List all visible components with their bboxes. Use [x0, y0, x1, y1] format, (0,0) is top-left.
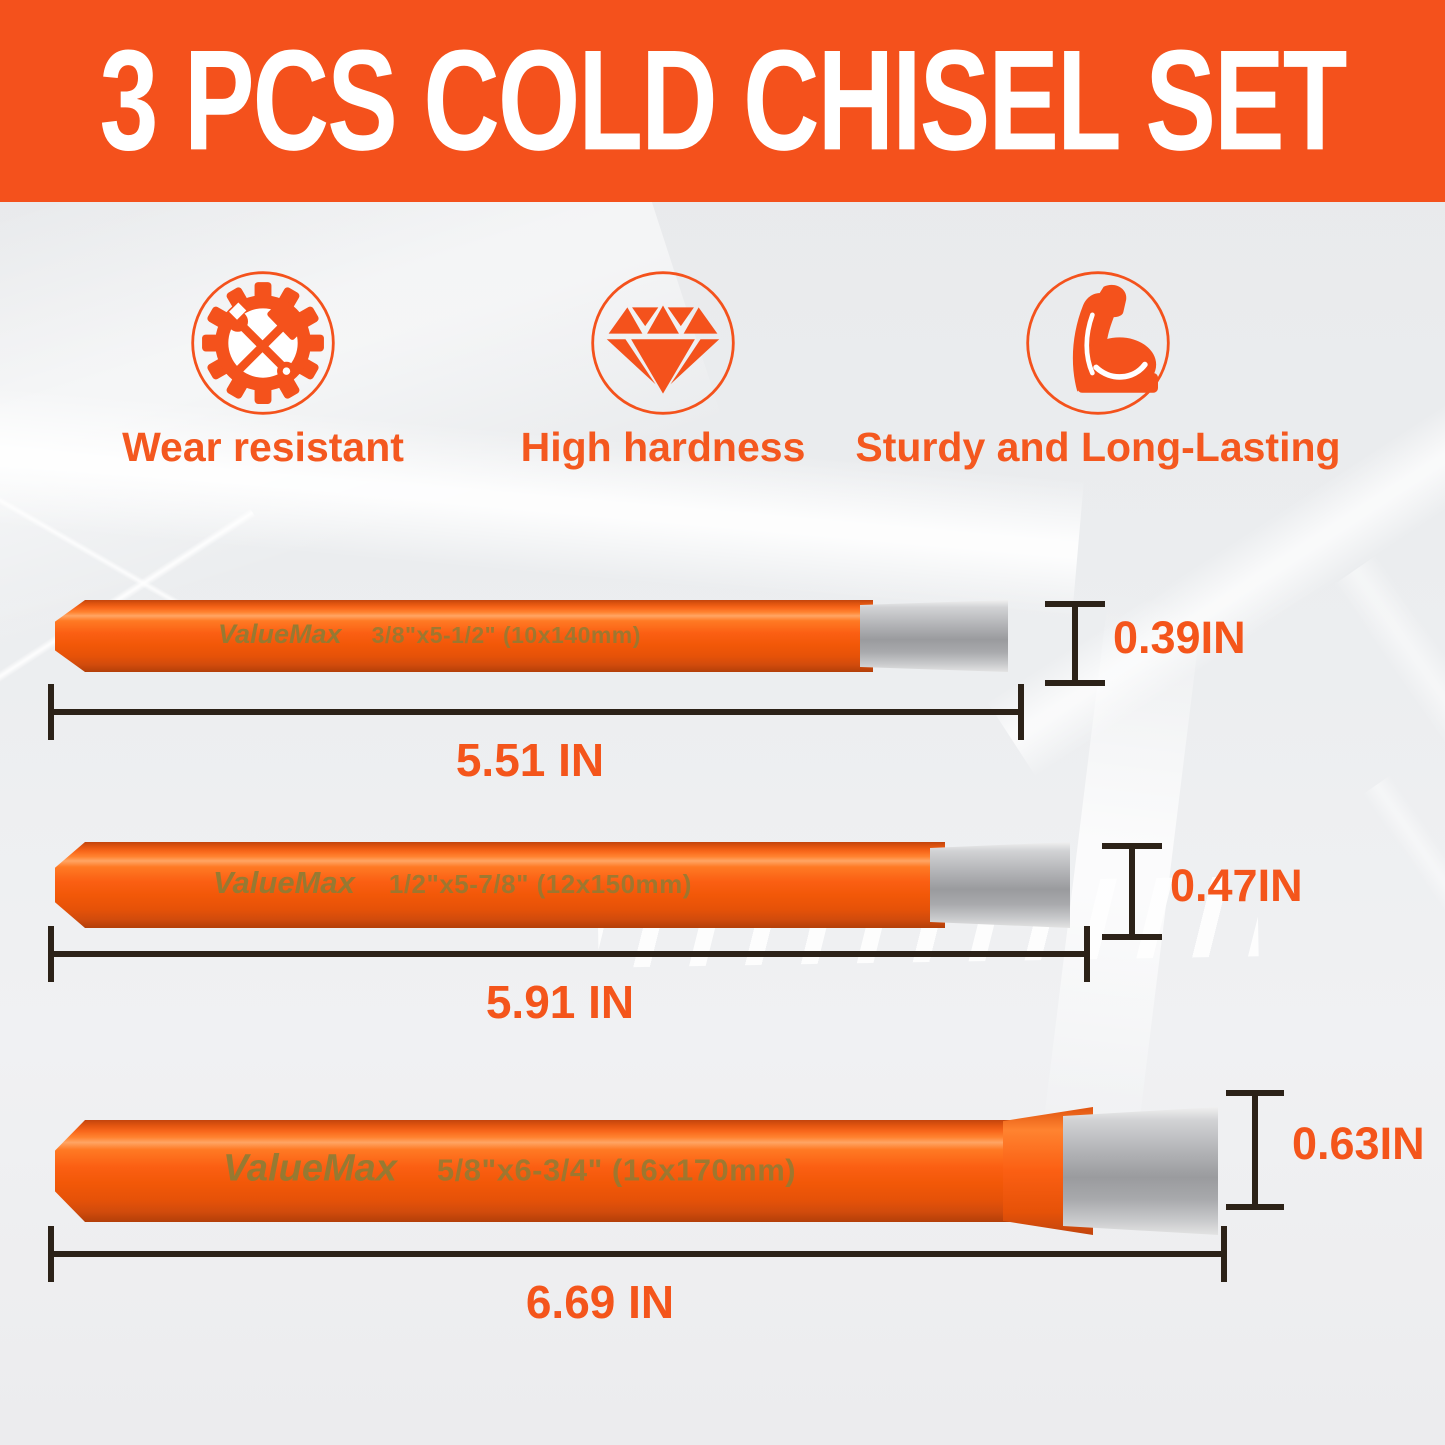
- width-marker: [1102, 843, 1162, 940]
- feature-label-sturdy: Sturdy and Long-Lasting: [855, 424, 1341, 470]
- feature-label-high-hardness: High hardness: [520, 424, 806, 470]
- chisel-medium: ValueMax 1/2"x5-7/8" (12x150mm): [55, 842, 1070, 928]
- bg-streak: [1362, 775, 1445, 1319]
- length-value: 5.91 IN: [485, 976, 635, 1028]
- width-marker: [1226, 1090, 1284, 1210]
- chisel-large: ValueMax 5/8"x6-3/4" (16x170mm): [55, 1107, 1218, 1235]
- length-dimension-line: [48, 926, 1090, 982]
- muscle-arm-icon: [1026, 271, 1170, 415]
- chisel-shank: [55, 1120, 1075, 1222]
- brand-name: ValueMax: [213, 865, 355, 901]
- chisel-shank: [55, 842, 945, 928]
- chisel-steel-tip: [930, 842, 1070, 928]
- header-banner: 3 PCS COLD CHISEL SET: [0, 0, 1445, 202]
- length-dimension-line: [48, 1226, 1227, 1282]
- width-value: 0.63IN: [1292, 1118, 1425, 1169]
- chisel-steel-tip: [860, 600, 1008, 672]
- chisel-spec: 5/8"x6-3/4" (16x170mm): [436, 1152, 797, 1188]
- chisel-steel-tip: [1063, 1107, 1218, 1235]
- chisel-print: ValueMax 1/2"x5-7/8" (12x150mm): [213, 865, 692, 901]
- gear-tools-icon: [191, 271, 335, 415]
- length-value: 6.69 IN: [525, 1276, 675, 1328]
- width-value: 0.39IN: [1113, 612, 1246, 663]
- chisel-spec: 3/8"x5-1/2" (10x140mm): [371, 621, 641, 648]
- diamond-icon: [591, 271, 735, 415]
- width-value: 0.47IN: [1170, 860, 1303, 911]
- chisel-print: ValueMax 5/8"x6-3/4" (16x170mm): [223, 1147, 796, 1190]
- chisel-print: ValueMax 3/8"x5-1/2" (10x140mm): [218, 619, 641, 650]
- brand-name: ValueMax: [223, 1147, 397, 1190]
- length-value: 5.51 IN: [455, 734, 605, 786]
- feature-label-wear-resistant: Wear resistant: [122, 424, 404, 470]
- brand-name: ValueMax: [218, 618, 342, 649]
- chisel-small: ValueMax 3/8"x5-1/2" (10x140mm): [55, 600, 1008, 672]
- length-dimension-line: [48, 684, 1024, 740]
- page-title: 3 PCS COLD CHISEL SET: [99, 20, 1348, 180]
- chisel-shank: [55, 600, 873, 672]
- width-marker: [1045, 601, 1105, 686]
- chisel-spec: 1/2"x5-7/8" (12x150mm): [388, 869, 692, 900]
